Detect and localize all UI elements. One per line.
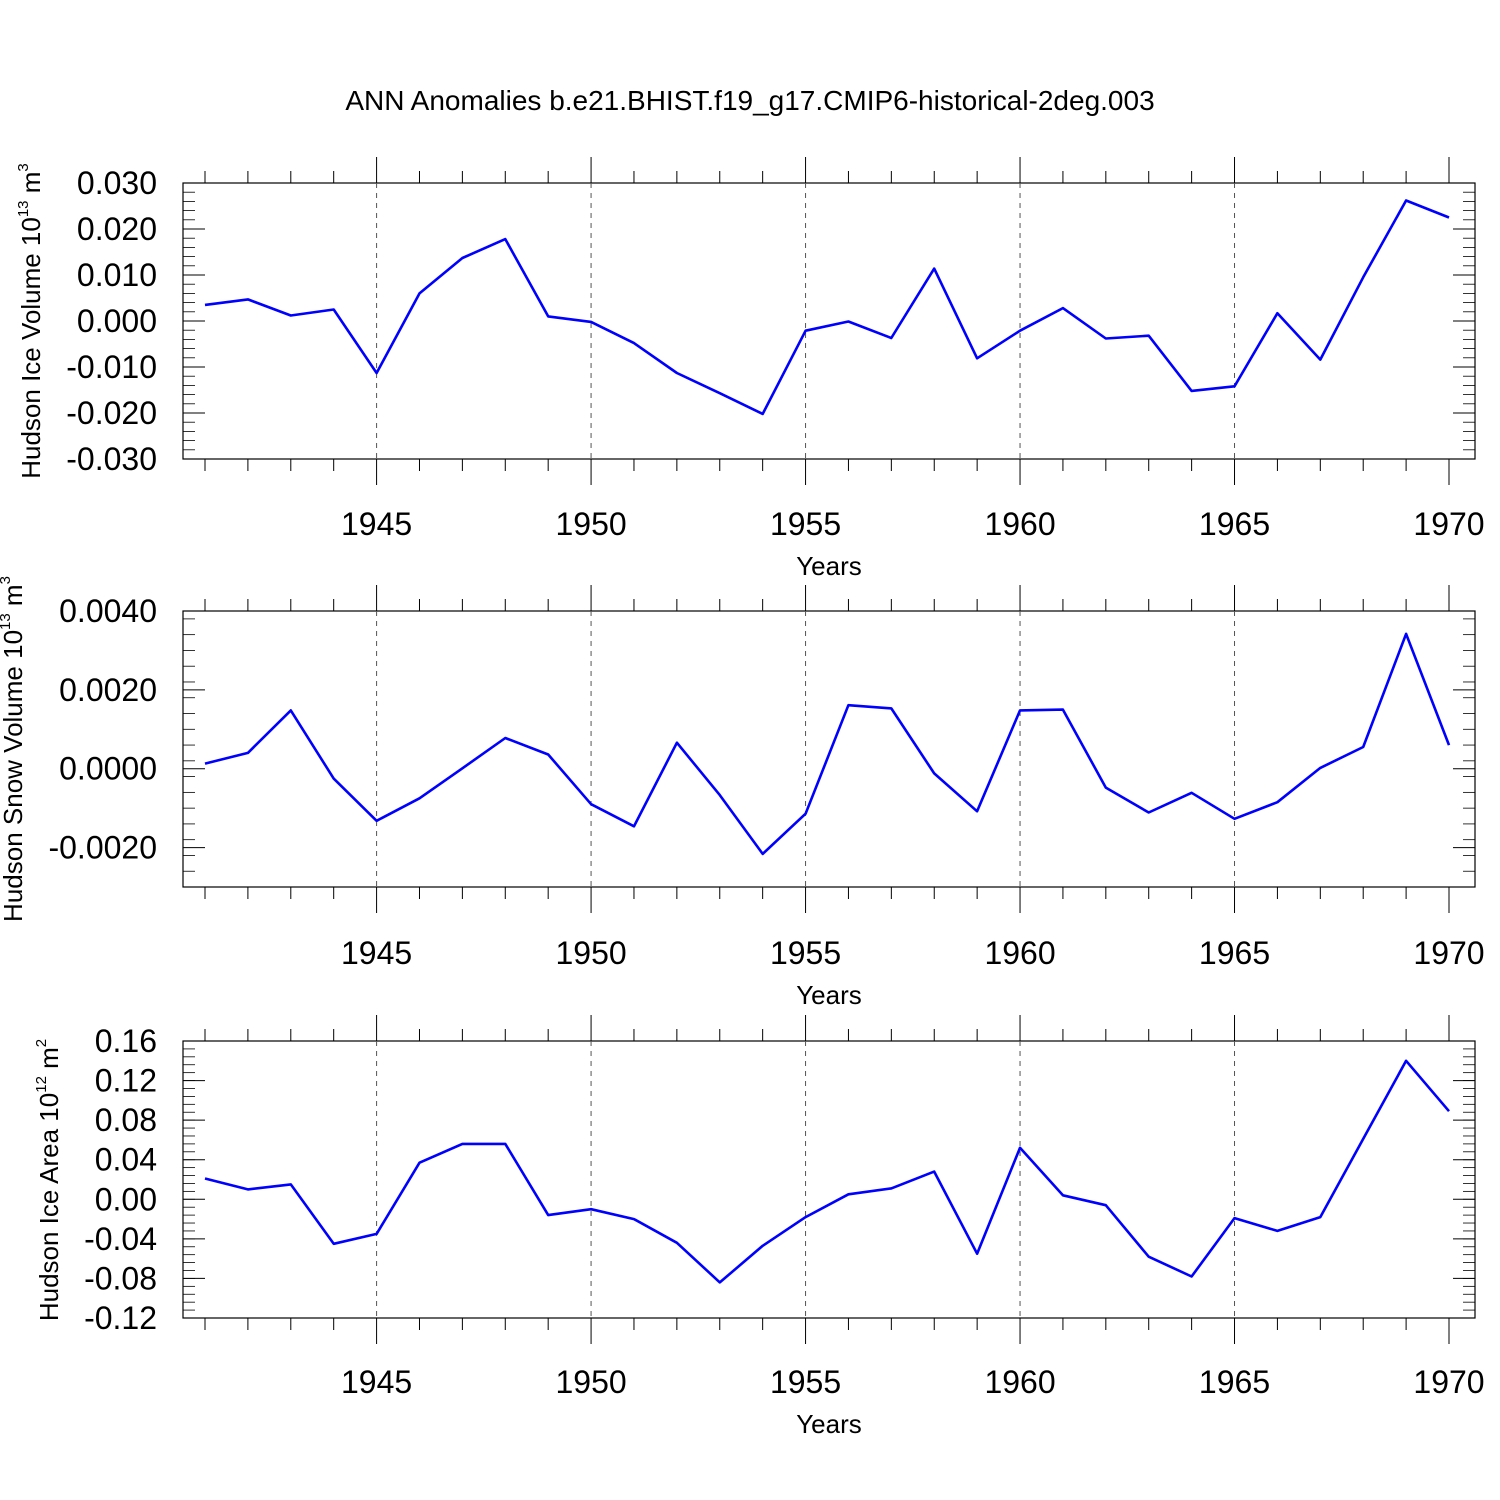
x-tick-label: 1965 [1199, 506, 1270, 542]
y-tick-label: 0.16 [95, 1023, 157, 1059]
chart-title: ANN Anomalies b.e21.BHIST.f19_g17.CMIP6-… [345, 85, 1154, 116]
y-tick-label: 0.030 [77, 165, 157, 201]
y-tick-label: -0.030 [66, 441, 157, 477]
y-tick-label: -0.0020 [48, 830, 157, 866]
y-tick-label: 0.00 [95, 1181, 157, 1217]
y-tick-label: 0.0000 [59, 751, 157, 787]
y-tick-label: -0.08 [84, 1260, 157, 1296]
y-tick-label: -0.04 [84, 1221, 157, 1257]
y-tick-label: 0.0020 [59, 672, 157, 708]
x-tick-label: 1970 [1413, 935, 1484, 971]
y-axis-label: Hudson Ice Area 1012 m2 [33, 1039, 64, 1321]
x-tick-label: 1945 [341, 1364, 412, 1400]
x-tick-label: 1960 [984, 935, 1055, 971]
x-tick-label: 1960 [984, 506, 1055, 542]
y-tick-label: 0.0040 [59, 593, 157, 629]
x-axis-label: Years [796, 1409, 862, 1439]
y-tick-label: 0.08 [95, 1102, 157, 1138]
y-axis-label: Hudson Ice Volume 1013 m3 [15, 163, 46, 479]
x-tick-label: 1950 [555, 935, 626, 971]
x-tick-label: 1960 [984, 1364, 1055, 1400]
y-tick-label: 0.12 [95, 1063, 157, 1099]
x-tick-label: 1970 [1413, 506, 1484, 542]
data-series-line [204, 199, 1450, 416]
x-axis-label: Years [796, 551, 862, 581]
y-tick-label: 0.010 [77, 257, 157, 293]
x-tick-label: 1955 [770, 1364, 841, 1400]
y-tick-label: -0.010 [66, 349, 157, 385]
x-axis-label: Years [796, 980, 862, 1010]
y-tick-label: 0.04 [95, 1142, 157, 1178]
x-tick-label: 1945 [341, 935, 412, 971]
x-tick-label: 1950 [555, 506, 626, 542]
chart-panel-1: 1945 1950 1955 1960 1965 1970 0.030 0.020 0.010 0… [15, 157, 1485, 581]
chart-panel-2: 1945 1950 1955 1960 1965 1970 0.0040 0.0020 0.00… [0, 576, 1485, 1010]
x-tick-label: 1950 [555, 1364, 626, 1400]
data-series-line [204, 632, 1451, 856]
plot-frame [182, 610, 1476, 888]
y-tick-label: -0.12 [84, 1300, 157, 1336]
x-tick-label: 1955 [770, 935, 841, 971]
data-series-line [204, 1059, 1450, 1284]
x-tick-label: 1945 [341, 506, 412, 542]
x-tick-label: 1965 [1199, 1364, 1270, 1400]
plot-frame [182, 1040, 1476, 1319]
x-tick-label: 1970 [1413, 1364, 1484, 1400]
chart-panel-3: 1945 1950 1955 1960 1965 1970 0.16 0.120.08 0.04… [33, 1015, 1485, 1439]
x-tick-label: 1955 [770, 506, 841, 542]
y-tick-label: -0.020 [66, 395, 157, 431]
y-tick-label: 0.020 [77, 211, 157, 247]
y-axis-label: Hudson Snow Volume 1013 m3 [0, 576, 28, 922]
y-tick-label: 0.000 [77, 303, 157, 339]
x-tick-label: 1965 [1199, 935, 1270, 971]
